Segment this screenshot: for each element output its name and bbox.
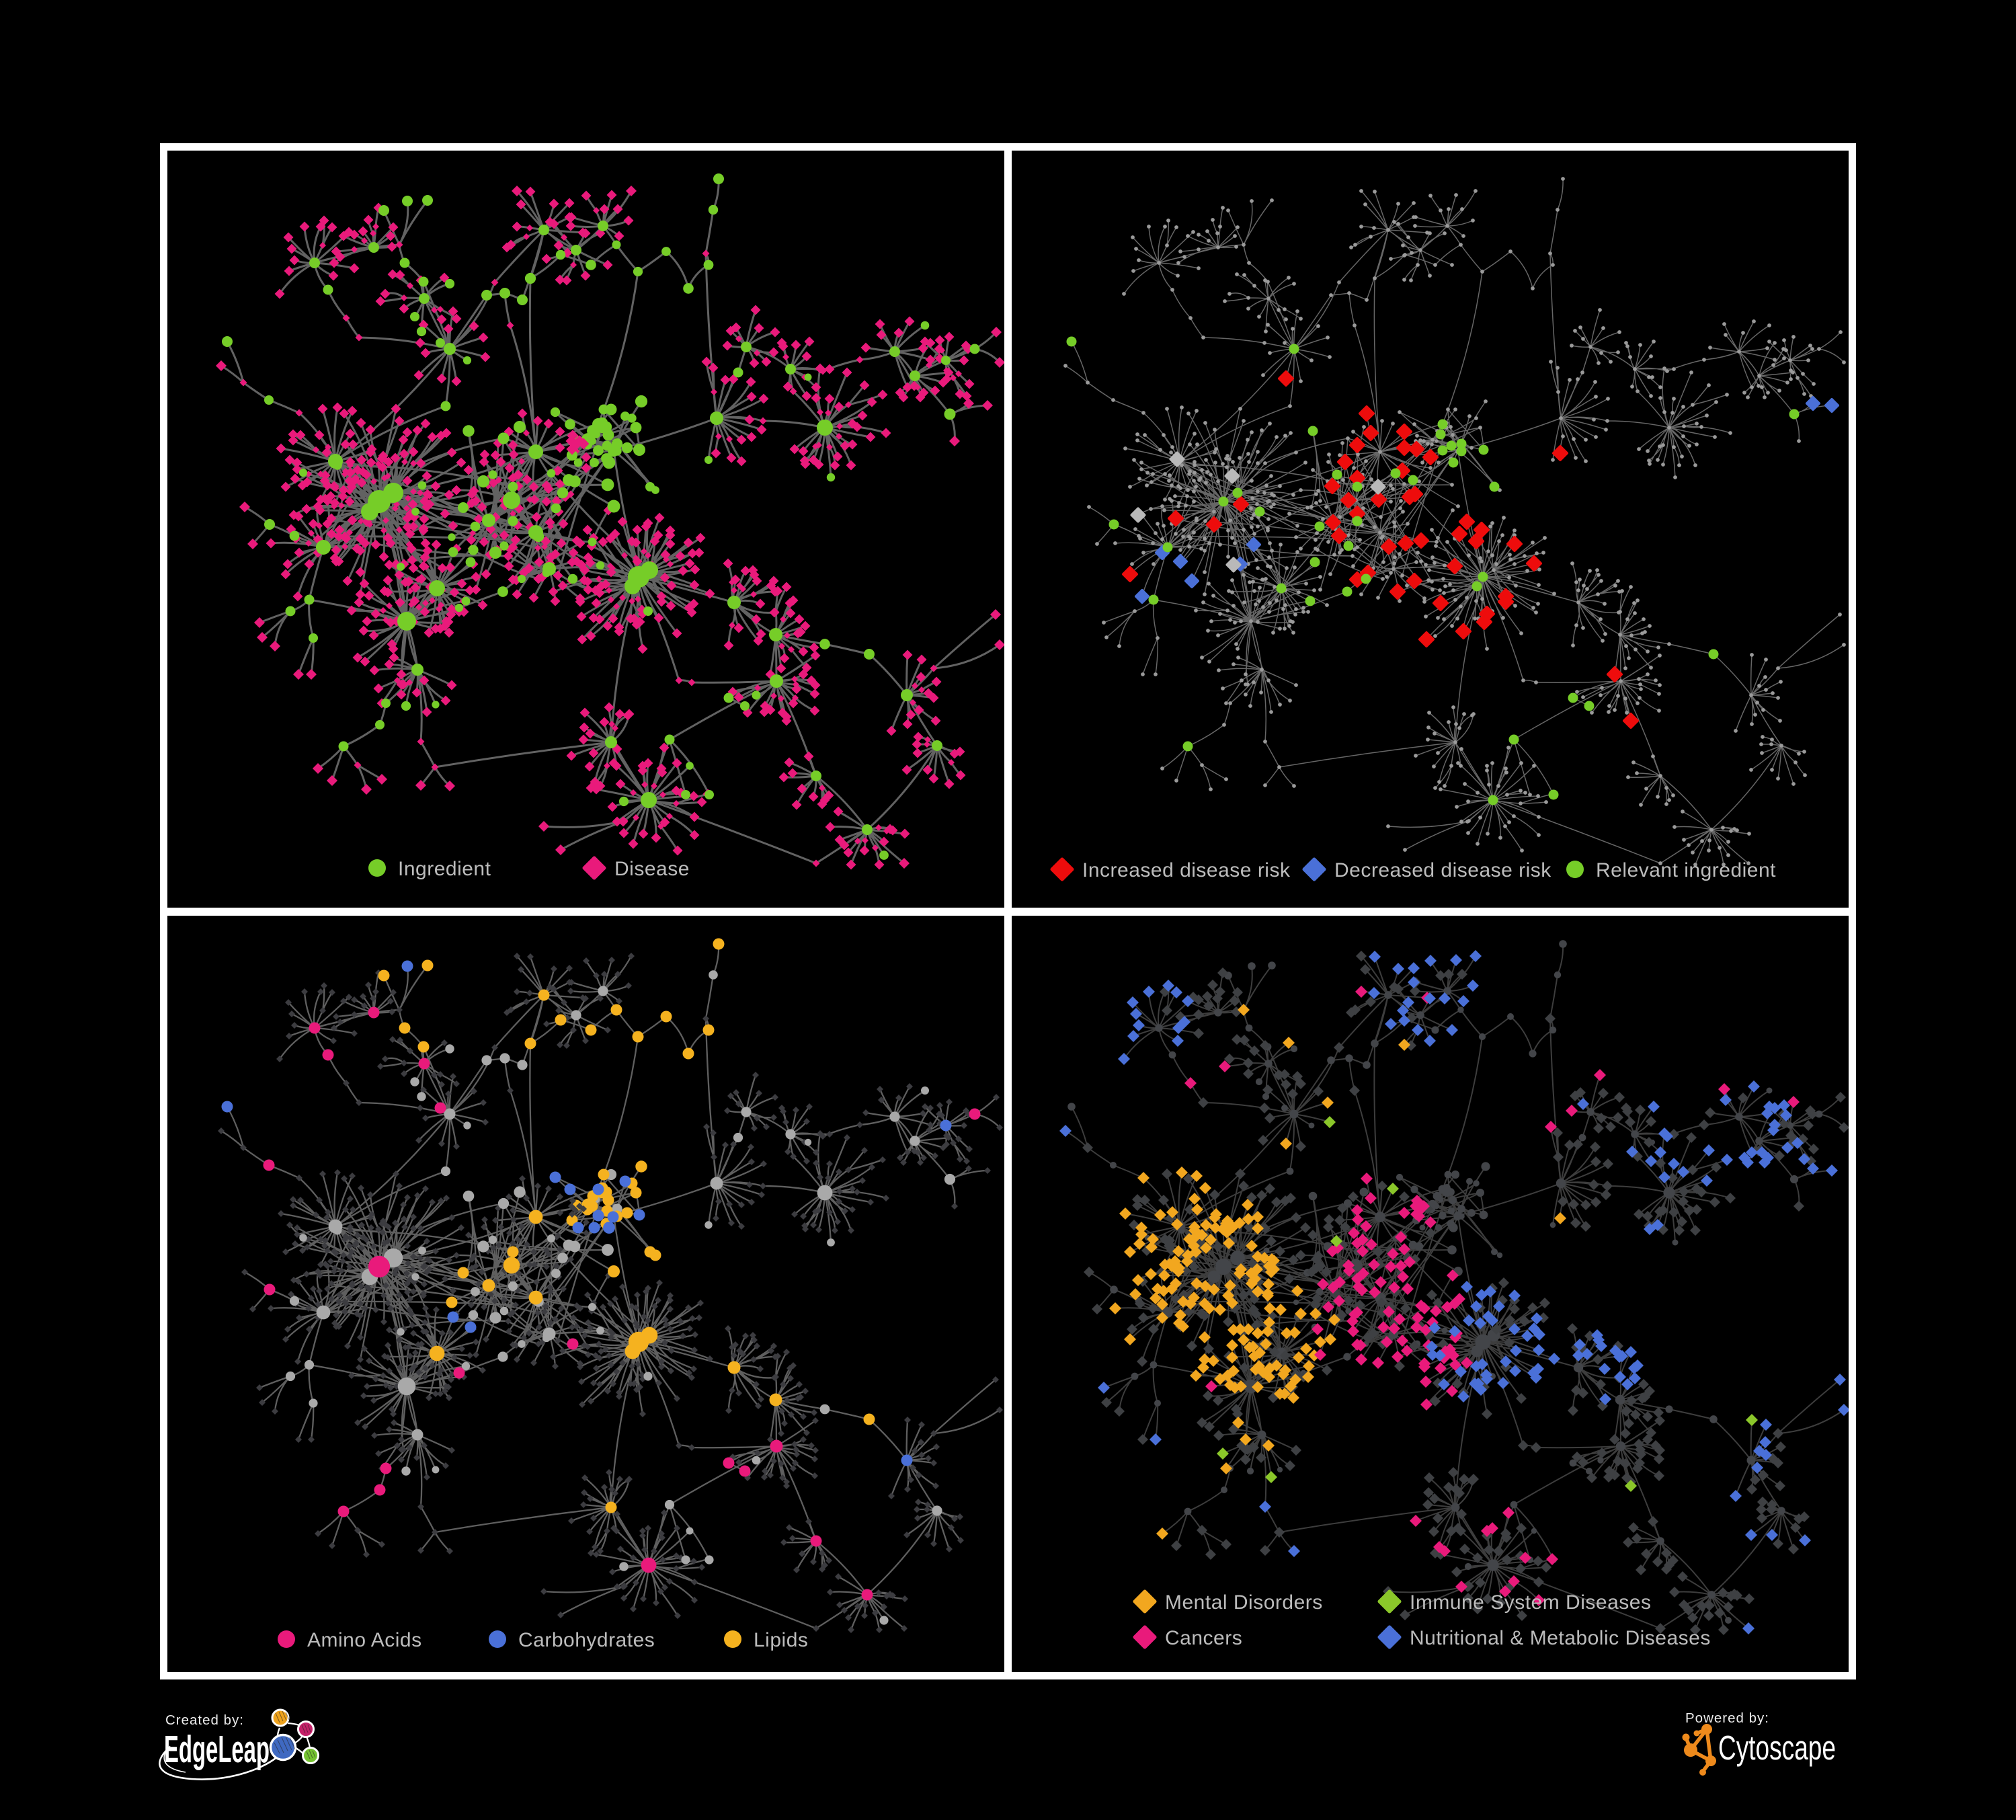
svg-text:EdgeLeap: EdgeLeap — [164, 1728, 270, 1771]
svg-text:Relevant ingredient: Relevant ingredient — [1596, 859, 1776, 881]
svg-text:Ingredient: Ingredient — [398, 858, 491, 880]
svg-text:Created by:: Created by: — [165, 1712, 244, 1728]
svg-text:Nutritional & Metabolic Diseas: Nutritional & Metabolic Diseases — [1410, 1627, 1711, 1649]
svg-text:Disease: Disease — [614, 858, 690, 880]
svg-text:Immune System Diseases: Immune System Diseases — [1410, 1591, 1651, 1614]
svg-text:Cancers: Cancers — [1165, 1627, 1242, 1649]
svg-text:Powered by:: Powered by: — [1685, 1710, 1769, 1726]
svg-text:Cytoscape: Cytoscape — [1718, 1729, 1836, 1767]
svg-text:Mental Disorders: Mental Disorders — [1165, 1591, 1323, 1614]
svg-text:Amino Acids: Amino Acids — [307, 1629, 422, 1651]
svg-text:Carbohydrates: Carbohydrates — [518, 1629, 655, 1651]
svg-text:Lipids: Lipids — [754, 1629, 808, 1651]
svg-text:Increased disease risk: Increased disease risk — [1082, 859, 1291, 881]
svg-text:Decreased disease risk: Decreased disease risk — [1334, 859, 1551, 881]
